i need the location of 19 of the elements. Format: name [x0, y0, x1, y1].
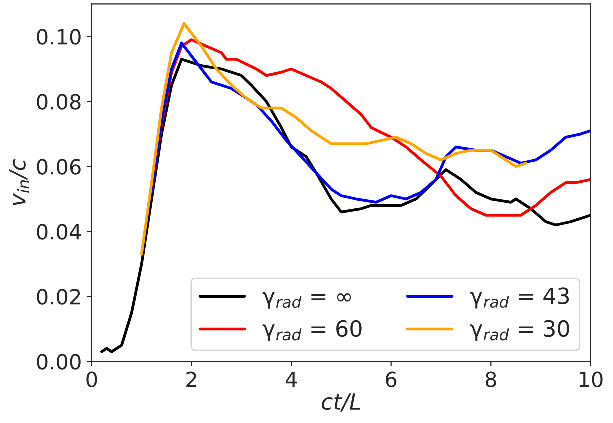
x-tick-label: 2	[186, 372, 196, 388]
x-tick-label: 10	[580, 372, 603, 388]
legend-label: γ$_{rad}$ = ∞	[262, 292, 352, 309]
legend-label: γ$_{rad}$ = 30	[470, 320, 570, 342]
y-tick-label: 0.06	[37, 159, 81, 175]
y-tick-label: 0.10	[37, 29, 81, 45]
y-tick-label: 0.08	[37, 94, 81, 110]
x-tick-label: 6	[386, 372, 397, 388]
y-tick-label: 0.00	[37, 354, 81, 370]
line-series	[140, 22, 528, 256]
legend-label: γ$_{rad}$ = 60	[262, 320, 362, 342]
x-tick-label: 0	[86, 372, 98, 388]
x-tick-label: 8	[486, 372, 496, 388]
x-tick-label: 4	[286, 372, 297, 388]
legend-label: γ$_{rad}$ = 43	[470, 288, 570, 309]
x-axis-title: ct/L	[322, 394, 361, 412]
y-axis-title: v$_{in}$/c	[9, 159, 30, 206]
y-tick-label: 0.02	[37, 289, 80, 305]
y-tick-label: 0.04	[37, 224, 82, 240]
